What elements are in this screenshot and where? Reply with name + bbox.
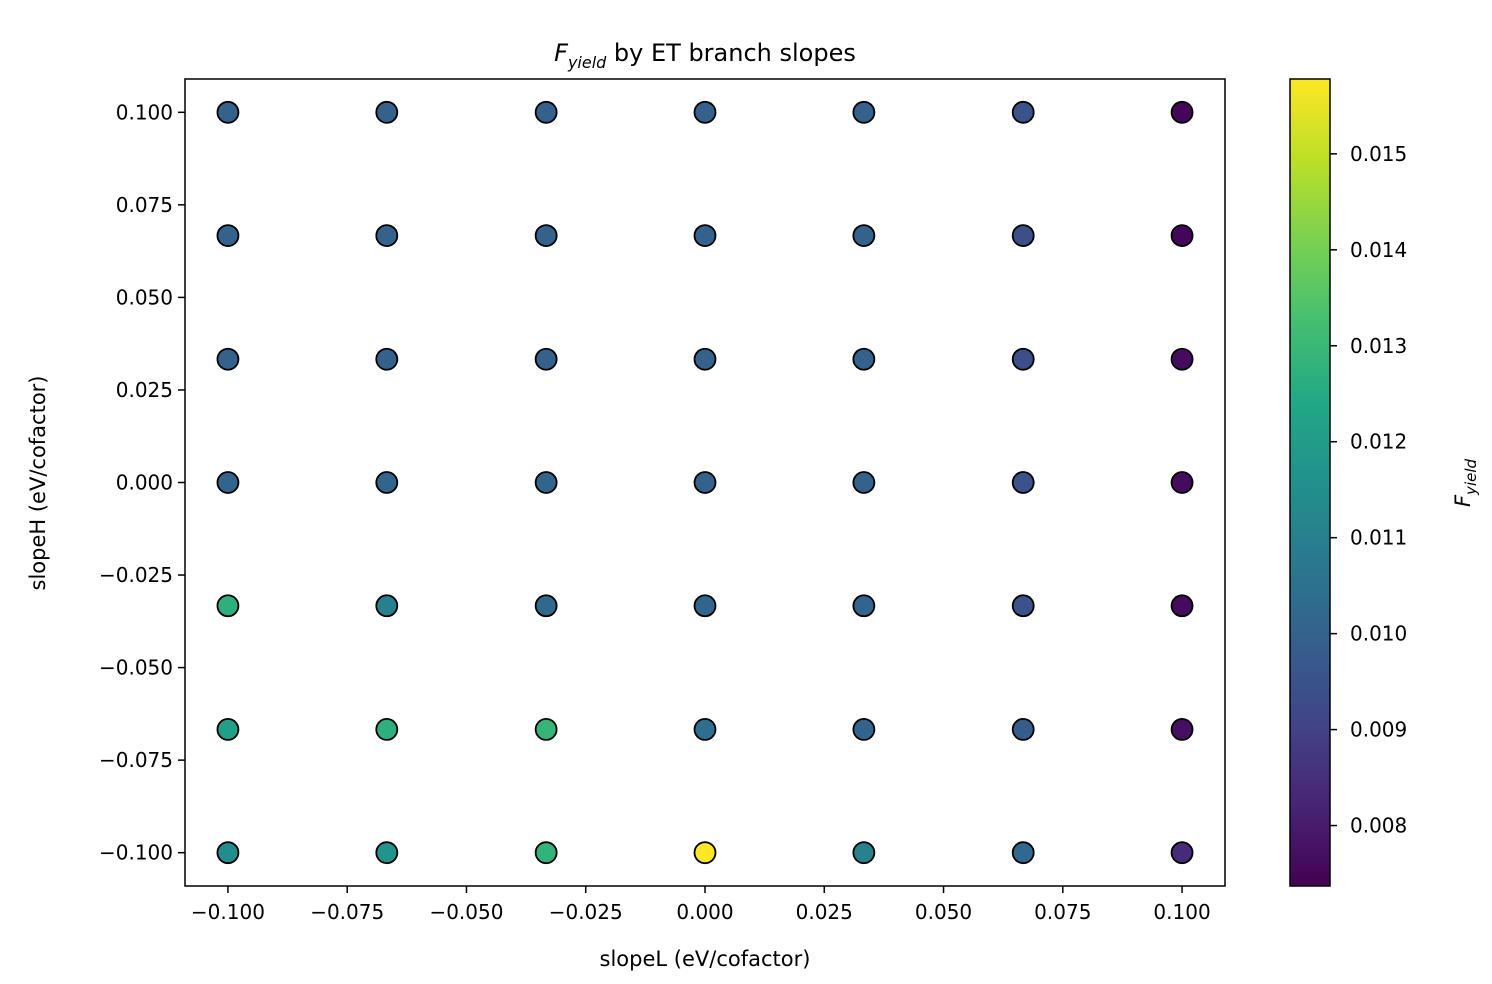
title-rest: by ET branch slopes	[606, 39, 856, 67]
data-point	[534, 224, 558, 247]
data-point	[216, 100, 240, 124]
data-point	[1011, 471, 1035, 494]
data-point	[852, 471, 876, 494]
data-point	[375, 347, 399, 371]
data-point	[1170, 718, 1194, 741]
data-point	[216, 841, 240, 865]
colorbar-tick-label: 0.011	[1350, 526, 1407, 550]
data-point	[693, 347, 717, 371]
data-point	[693, 100, 717, 124]
x-tick-label: 0.025	[796, 900, 853, 924]
data-point	[216, 718, 240, 741]
data-point	[1011, 718, 1035, 741]
colorbar-label-symbol: F	[1451, 494, 1475, 507]
y-tick-label: 0.050	[116, 285, 173, 309]
data-point	[852, 347, 876, 371]
data-point	[216, 471, 240, 494]
colorbar-tick-label: 0.012	[1350, 430, 1407, 454]
data-point	[375, 841, 399, 865]
y-axis-label: slopeH (eV/cofactor)	[26, 375, 50, 590]
data-point	[1170, 347, 1194, 371]
colorbar-axis: 0.015 0.014 0.013 0.012 0.011 0.010 0.009 0.008	[1330, 142, 1407, 838]
x-axis-label: slopeL (eV/cofactor)	[600, 947, 811, 971]
colorbar	[1289, 78, 1331, 887]
x-tick-label: −0.075	[310, 900, 384, 924]
data-point	[693, 718, 717, 741]
y-tick-label: 0.100	[116, 100, 173, 124]
colorbar-tick-label: 0.008	[1350, 814, 1407, 838]
data-point	[216, 347, 240, 371]
y-tick-label: 0.025	[116, 378, 173, 402]
data-point	[1170, 224, 1194, 247]
data-point	[1170, 100, 1194, 124]
data-point	[1170, 594, 1194, 618]
x-tick-label: −0.025	[549, 900, 623, 924]
colorbar-tick-label: 0.009	[1350, 718, 1407, 742]
y-tick-label: −0.100	[99, 841, 173, 865]
x-tick-label: 0.100	[1153, 900, 1210, 924]
colorbar-label-subscript: yield	[1462, 458, 1480, 495]
data-point	[534, 841, 558, 865]
data-point	[693, 224, 717, 247]
data-point	[375, 224, 399, 247]
title-subscript: yield	[567, 53, 607, 72]
data-point	[1011, 347, 1035, 371]
colorbar-tick-label: 0.010	[1350, 622, 1407, 646]
data-points	[216, 100, 1194, 865]
colorbar-tick-label: 0.015	[1350, 142, 1407, 166]
chart-title: Fyield by ET branch slopes	[554, 39, 856, 72]
data-point	[1011, 594, 1035, 618]
y-tick-label: 0.075	[116, 193, 173, 217]
data-point	[216, 224, 240, 247]
data-point	[534, 718, 558, 741]
data-point	[693, 471, 717, 494]
data-point	[1170, 841, 1194, 865]
data-point	[375, 594, 399, 618]
colorbar-label: Fyield	[1451, 458, 1480, 507]
data-point	[1170, 471, 1194, 494]
y-tick-label: −0.050	[99, 656, 173, 680]
x-tick-label: 0.000	[676, 900, 733, 924]
data-point	[852, 100, 876, 124]
data-point	[852, 841, 876, 865]
data-point	[1011, 841, 1035, 865]
data-point	[534, 100, 558, 124]
data-point	[1011, 100, 1035, 124]
data-point	[852, 594, 876, 618]
y-tick-label: −0.025	[99, 563, 173, 587]
data-point	[375, 100, 399, 124]
colorbar-tick-label: 0.013	[1350, 334, 1407, 358]
data-point	[852, 224, 876, 247]
data-point	[1011, 224, 1035, 247]
data-point	[693, 841, 717, 865]
x-axis: −0.100 −0.075 −0.050 −0.025 0.000 0.025 0.050 0…	[191, 886, 1211, 924]
data-point	[534, 347, 558, 371]
data-point	[216, 594, 240, 618]
y-tick-label: −0.075	[99, 748, 173, 772]
data-point	[375, 718, 399, 741]
data-point	[534, 594, 558, 618]
colorbar-tick-label: 0.014	[1350, 238, 1407, 262]
data-point	[693, 594, 717, 618]
x-tick-label: 0.075	[1034, 900, 1091, 924]
data-point	[852, 718, 876, 741]
y-axis: 0.100 0.075 0.050 0.025 0.000 −0.025 −0.050 −0.…	[99, 100, 185, 865]
x-tick-label: 0.050	[915, 900, 972, 924]
title-symbol: F	[554, 39, 569, 67]
x-tick-label: −0.050	[429, 900, 503, 924]
x-tick-label: −0.100	[191, 900, 265, 924]
data-point	[534, 471, 558, 494]
y-tick-label: 0.000	[116, 471, 173, 495]
data-point	[375, 471, 399, 494]
